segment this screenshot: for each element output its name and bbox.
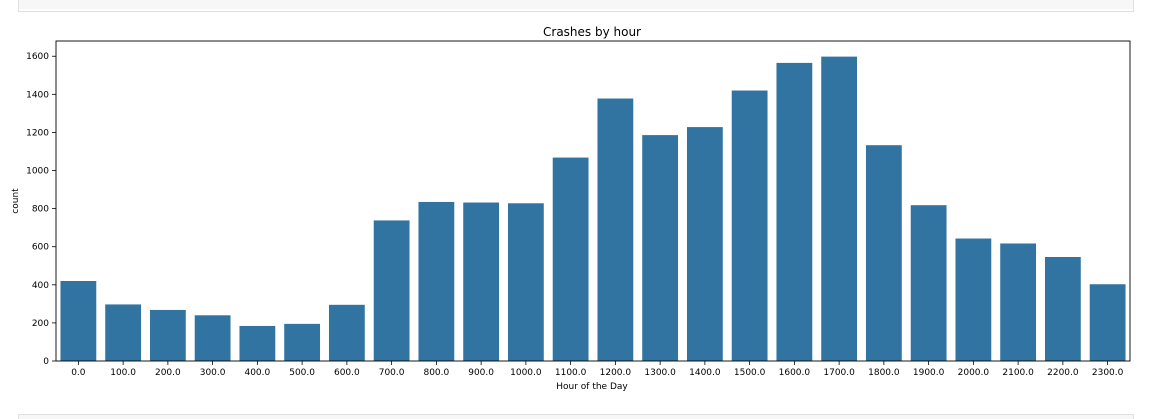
- x-axis-ticks: 0.0 100.0 200.0 300.0 400.0 500.0 600.0 700.0 80…: [71, 361, 1124, 378]
- y-tick-label: 1400: [26, 90, 49, 100]
- y-tick-label: 1600: [26, 52, 49, 62]
- y-tick-label: 1000: [26, 167, 49, 177]
- x-tick-label: 1700.0: [823, 368, 855, 378]
- x-tick-label: 2200.0: [1047, 368, 1079, 378]
- bar-1300.0: [642, 135, 679, 361]
- x-tick-label: 800.0: [423, 368, 449, 378]
- x-tick-label: 200.0: [155, 368, 181, 378]
- bar-2000.0: [955, 238, 992, 361]
- chart-title: Crashes by hour: [543, 25, 641, 39]
- bar-1100.0: [552, 157, 589, 361]
- bar-700.0: [373, 220, 410, 361]
- x-tick-label: 1600.0: [779, 368, 811, 378]
- x-tick-label: 400.0: [244, 368, 270, 378]
- bar-600.0: [328, 304, 365, 361]
- y-tick-label: 0: [43, 357, 49, 367]
- bar-1500.0: [731, 90, 768, 362]
- bar-100.0: [105, 304, 142, 361]
- x-tick-label: 1000.0: [510, 368, 542, 378]
- x-tick-label: 1100.0: [555, 368, 587, 378]
- bar-series: [60, 56, 1126, 362]
- bar-2200.0: [1044, 257, 1081, 361]
- bar-2100.0: [1000, 243, 1037, 361]
- x-tick-label: 300.0: [200, 368, 226, 378]
- bar-200.0: [149, 309, 186, 361]
- bar-1200.0: [597, 98, 634, 362]
- bar-1600.0: [776, 62, 813, 362]
- x-axis-label: Hour of the Day: [556, 382, 628, 392]
- bar-1900.0: [910, 205, 947, 361]
- y-tick-label: 800: [32, 205, 49, 215]
- x-tick-label: 2300.0: [1092, 368, 1124, 378]
- previous-output-cell: [18, 0, 1134, 12]
- bar-2300.0: [1089, 284, 1126, 361]
- bar-400.0: [239, 325, 276, 361]
- x-tick-label: 1400.0: [689, 368, 721, 378]
- y-tick-label: 400: [32, 281, 49, 291]
- x-tick-label: 700.0: [379, 368, 405, 378]
- bar-800.0: [418, 201, 455, 361]
- next-cell: [18, 414, 1134, 419]
- bar-500.0: [284, 323, 321, 361]
- y-tick-label: 1200: [26, 128, 49, 138]
- plot-frame: [55, 40, 1131, 362]
- bar-0.0: [60, 281, 97, 361]
- x-tick-label: 1900.0: [913, 368, 945, 378]
- x-tick-label: 2000.0: [958, 368, 990, 378]
- bar-300.0: [194, 315, 231, 361]
- y-tick-label: 200: [32, 319, 49, 329]
- bar-1400.0: [686, 127, 723, 361]
- x-tick-label: 1200.0: [600, 368, 632, 378]
- y-axis-ticks: 0 200 400 600 800 1000 1200 1400 1600: [26, 52, 56, 367]
- y-tick-label: 600: [32, 243, 49, 253]
- bar-900.0: [463, 202, 500, 361]
- x-tick-label: 900.0: [468, 368, 494, 378]
- x-tick-label: 1500.0: [734, 368, 766, 378]
- x-tick-label: 600.0: [334, 368, 360, 378]
- x-tick-label: 500.0: [289, 368, 315, 378]
- bar-1000.0: [507, 203, 544, 361]
- x-tick-label: 1300.0: [644, 368, 676, 378]
- x-tick-label: 1800.0: [868, 368, 900, 378]
- bar-1800.0: [865, 145, 902, 361]
- x-tick-label: 100.0: [110, 368, 136, 378]
- x-tick-label: 0.0: [71, 368, 86, 378]
- y-axis-label: count: [11, 188, 21, 214]
- previous-output-cell-body: [19, 0, 1133, 9]
- x-tick-label: 2100.0: [1002, 368, 1034, 378]
- bar-1700.0: [821, 56, 858, 361]
